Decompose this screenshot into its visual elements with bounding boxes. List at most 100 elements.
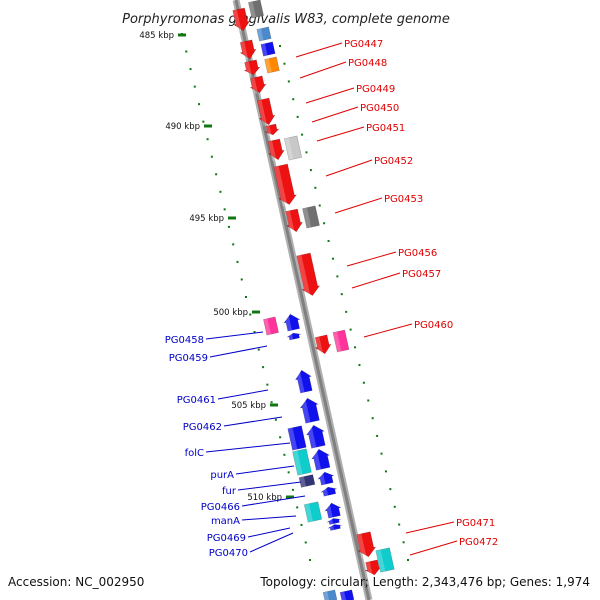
gene-arrow-pg0456 [285, 208, 304, 234]
gene-arrow-fur [317, 471, 335, 486]
gene-box-mana [303, 501, 323, 523]
ruler-dot [223, 208, 226, 211]
ruler-dot [367, 399, 370, 402]
gene-box-steelblue [256, 26, 272, 42]
ruler-dot [300, 523, 303, 526]
gene-arrow-pg0472 [364, 559, 382, 577]
ruler-dot [309, 169, 312, 172]
leader-line [351, 272, 401, 289]
accession-text: Accession: NC_002950 [8, 575, 144, 589]
ruler-dot [331, 257, 334, 260]
ruler-dot [274, 418, 277, 421]
leader-line [235, 465, 295, 475]
gene-label: purA [210, 470, 234, 481]
gene-label: PG0452 [374, 156, 413, 167]
gene-features [232, 0, 395, 600]
leader-line [241, 515, 297, 521]
ruler-dot [314, 186, 317, 189]
scale-tick [252, 310, 260, 314]
gene-arrow-pg0457 [296, 252, 321, 298]
ruler-dot [249, 313, 252, 316]
ruler-dot [279, 45, 281, 47]
gene-arrow-pg0460 [314, 334, 332, 356]
ruler-dot [287, 471, 290, 474]
ruler-dot [305, 151, 308, 154]
gene-arrow-pg0461 [294, 369, 313, 394]
gene-box-pg0472 [375, 547, 395, 573]
ruler-dot [287, 80, 290, 83]
gene-box-folc [287, 425, 307, 451]
scale-tick [228, 216, 236, 220]
gene-label: folC [185, 448, 204, 459]
ruler-dot [402, 541, 405, 544]
ruler-dot [349, 328, 352, 331]
gene-label: PG0472 [459, 537, 498, 548]
gene-arrow-pura [311, 448, 331, 471]
ruler-dot [304, 541, 307, 544]
leader-line [346, 251, 397, 267]
gene-label: PG0457 [402, 269, 441, 280]
leader-line [325, 159, 373, 177]
ruler-dot [215, 173, 218, 176]
ruler-dot [279, 436, 282, 439]
ruler-dot [198, 103, 201, 106]
scale-tick [204, 124, 212, 128]
leader-line [249, 532, 294, 553]
gene-label: PG0460 [414, 320, 453, 331]
ruler-dot [336, 275, 339, 278]
leader-line [223, 416, 283, 427]
gene-arrow-pg0469 [326, 518, 341, 525]
ruler-dot [345, 310, 348, 313]
gene-label: fur [222, 486, 237, 497]
scale-label: 510 kbp [247, 493, 282, 503]
leader-line [247, 527, 291, 538]
scale-ruler: 485 kbp 490 kbp 495 kbp 500 kbp 505 kbp 510 k… [139, 31, 409, 561]
backbone [232, 0, 373, 600]
gene-box-pg0453 [302, 205, 320, 229]
ruler-dot [354, 346, 357, 349]
gene-box-pg0460 [332, 329, 350, 353]
gene-box-pura [292, 448, 312, 476]
leader-line [241, 495, 306, 507]
scale-label: 485 kbp [139, 31, 174, 41]
gene-arrow-pg0471 [356, 531, 377, 559]
gene-label: PG0469 [207, 533, 246, 544]
ruler-dot [202, 120, 205, 123]
gene-label: PG0461 [177, 395, 216, 406]
gene-box-bottom-1 [322, 589, 338, 600]
ruler-dot [358, 364, 361, 367]
scale-label: 505 kbp [231, 401, 266, 411]
gene-arrow-pg0470 [327, 524, 342, 531]
ruler-dot [362, 381, 365, 384]
gene-box-gray [248, 0, 264, 19]
ruler-dot [291, 488, 294, 491]
gene-label: PG0466 [201, 502, 240, 513]
leader-line [311, 106, 359, 123]
gene-box-pg0452 [283, 135, 303, 161]
gene-arrow-pg0451 [264, 123, 280, 136]
gene-label: PG0471 [456, 518, 495, 529]
gene-label: PG0456 [398, 248, 437, 259]
ruler-dot [210, 155, 213, 158]
gene-arrow-pg0449 [249, 75, 267, 95]
ruler-dot [257, 348, 260, 351]
gene-label: PG0458 [165, 335, 204, 346]
leader-line [295, 42, 343, 58]
gene-arrow-pg0459a [283, 313, 301, 332]
gene-label: PG0453 [384, 194, 423, 205]
scale-tick [178, 33, 186, 37]
ruler-dot [389, 488, 392, 491]
ruler-dot [240, 278, 243, 281]
ruler-dot [376, 434, 379, 437]
gene-label: PG0450 [360, 103, 399, 114]
gene-box-pg0458 [263, 316, 279, 336]
ruler-dot [407, 559, 409, 561]
ruler-dot [393, 505, 396, 508]
ruler-dot [380, 452, 383, 455]
ruler-dot [283, 62, 286, 65]
ruler-dot [318, 204, 321, 207]
gene-label: PG0448 [348, 58, 387, 69]
ruler-dot [296, 506, 299, 509]
leader-line [217, 389, 269, 400]
scale-label: 495 kbp [189, 214, 224, 224]
